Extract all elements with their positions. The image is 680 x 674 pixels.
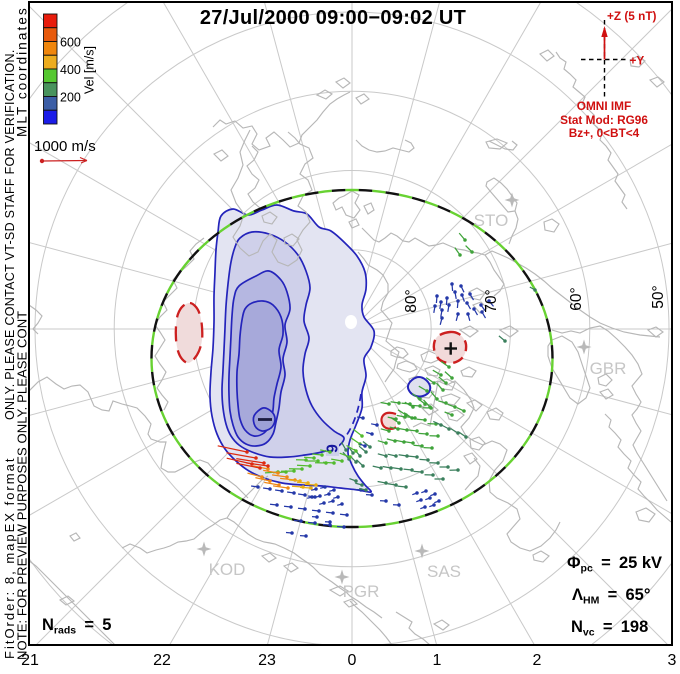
svg-text:PGR: PGR: [343, 582, 380, 601]
svg-text:FitOrder: 8, mapEX format: FitOrder: 8, mapEX format: [2, 457, 17, 659]
svg-text:70°: 70°: [483, 289, 500, 312]
svg-text:400: 400: [60, 63, 81, 77]
svg-text:27/Jul/2000 09:00−09:02 UT: 27/Jul/2000 09:00−09:02 UT: [200, 7, 466, 29]
svg-text:NOTE: FOR PREVIEW PURPOSES ONL: NOTE: FOR PREVIEW PURPOSES ONLY. PLEASE …: [15, 311, 30, 660]
svg-text:60°: 60°: [568, 287, 585, 310]
svg-text:3: 3: [668, 652, 677, 669]
svg-text:50°: 50°: [650, 285, 667, 308]
svg-text:9: 9: [325, 444, 342, 453]
svg-text:1000 m/s: 1000 m/s: [34, 138, 96, 155]
svg-text:600: 600: [60, 36, 81, 50]
svg-text:GBR: GBR: [590, 359, 627, 378]
svg-text:ONLY. PLEASE CONTACT VT-SD STA: ONLY. PLEASE CONTACT VT-SD STAFF FOR VER…: [3, 49, 17, 420]
svg-text:Bz+, 0<BT<4: Bz+, 0<BT<4: [569, 126, 640, 140]
svg-text:21: 21: [21, 652, 39, 669]
svg-text:STO: STO: [474, 211, 509, 230]
svg-text:200: 200: [60, 91, 81, 105]
svg-text:22: 22: [153, 652, 171, 669]
svg-text:0: 0: [348, 652, 357, 669]
svg-text:MLT coordinates: MLT coordinates: [15, 6, 30, 137]
svg-text:+Y: +Y: [630, 54, 645, 68]
svg-text:2: 2: [533, 652, 542, 669]
svg-text:KOD: KOD: [209, 560, 246, 579]
svg-text:1: 1: [433, 652, 442, 669]
svg-text:+Z (5 nT): +Z (5 nT): [607, 9, 657, 23]
svg-text:Vel [m/s]: Vel [m/s]: [83, 46, 97, 94]
svg-text:Stat Mod: RG96: Stat Mod: RG96: [560, 113, 648, 127]
svg-text:SAS: SAS: [427, 562, 461, 581]
svg-text:Nvc = 198: Nvc = 198: [571, 618, 648, 639]
svg-text:OMNI IMF: OMNI IMF: [577, 99, 631, 113]
svg-text:Nrads = 5: Nrads = 5: [42, 616, 111, 637]
svg-text:23: 23: [258, 652, 276, 669]
svg-text:80°: 80°: [403, 289, 420, 312]
